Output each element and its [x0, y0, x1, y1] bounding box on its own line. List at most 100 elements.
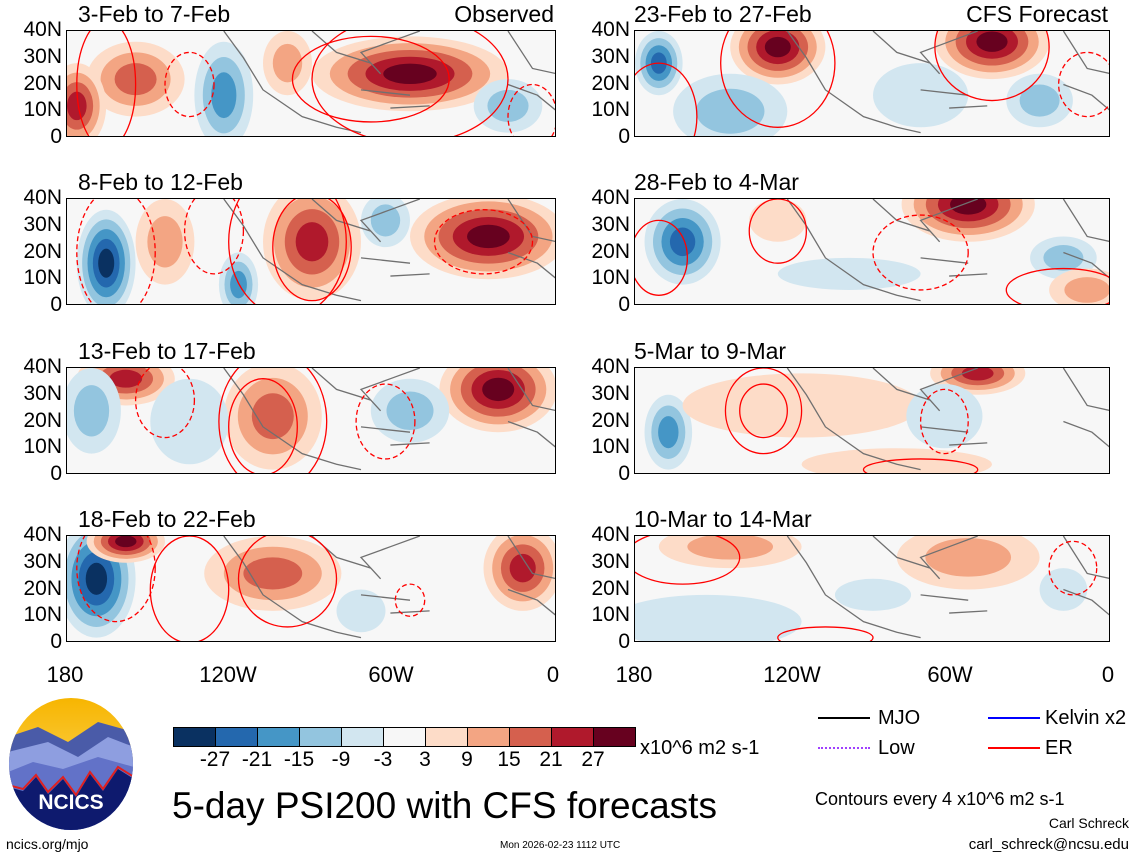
psi-anomaly: [801, 448, 992, 473]
y-tick: 0: [50, 293, 62, 316]
colorbar-swatch: [258, 728, 300, 746]
psi-anomaly: [73, 385, 110, 437]
legend-label: ER: [1045, 737, 1073, 759]
map-panel: [66, 367, 556, 474]
x-tick: 120W: [199, 662, 257, 687]
y-tick: 10N: [591, 435, 630, 459]
psi-anomaly: [467, 224, 510, 249]
psi-shading: [644, 199, 1109, 304]
panel-tag: CFS Forecast: [966, 1, 1108, 27]
er-contour-negative: [134, 368, 196, 439]
psi-anomaly: [251, 393, 294, 440]
y-tick: 20N: [23, 239, 62, 263]
psi-anomaly: [370, 204, 401, 237]
coastline: [786, 536, 1109, 639]
y-tick: 10N: [23, 603, 62, 627]
er-contour-negative: [183, 199, 245, 275]
colorbar-label: 27: [581, 748, 605, 771]
er-contour-negative: [394, 583, 426, 617]
er-contour-positive: [218, 368, 328, 473]
psi-shading: [635, 536, 1088, 641]
author-email[interactable]: carl_schreck@ncsu.edu: [968, 836, 1129, 853]
map-panel: [634, 367, 1110, 474]
er-contour-positive: [291, 35, 450, 123]
site-link[interactable]: ncics.org/mjo: [6, 836, 89, 852]
y-tick: 30N: [591, 549, 630, 573]
psi-anomaly: [749, 199, 807, 242]
x-tick: 60W: [368, 662, 414, 687]
psi-anomaly: [925, 538, 1012, 577]
legend-line-er: [988, 747, 1040, 749]
y-tick: 10N: [23, 435, 62, 459]
y-tick: 0: [618, 293, 630, 316]
colorbar-swatch: [468, 728, 510, 746]
colorbar-label: 9: [461, 748, 473, 771]
colorbar-swatch: [552, 728, 594, 746]
psi-anomaly: [115, 536, 137, 548]
y-tick: 10N: [591, 266, 630, 290]
y-tick: 40N: [591, 18, 630, 41]
er-contour-positive: [228, 199, 347, 304]
psi-anomaly: [509, 553, 536, 583]
y-tick: 20N: [23, 576, 62, 600]
psi-anomaly: [1039, 568, 1088, 611]
psi-anomaly: [336, 589, 386, 633]
y-tick: 30N: [23, 44, 62, 68]
colorbar-swatch: [594, 728, 635, 746]
er-contour-negative: [164, 51, 215, 118]
coastline: [786, 368, 1109, 471]
psi-anomaly: [383, 63, 437, 85]
er-contour-negative: [355, 383, 416, 460]
panel-title: 23-Feb to 27-Feb: [634, 1, 812, 27]
psi-anomaly: [147, 216, 183, 268]
psi-anomaly: [272, 43, 303, 83]
y-tick: 30N: [591, 44, 630, 68]
y-tick: 30N: [591, 212, 630, 236]
y-tick: 0: [50, 462, 62, 485]
psi-anomaly: [658, 416, 679, 449]
y-tick: 10N: [23, 266, 62, 290]
panel-title: 3-Feb to 7-Feb: [78, 1, 231, 27]
y-tick: 40N: [23, 523, 62, 546]
y-tick: 20N: [23, 408, 62, 432]
colorbar-label: -15: [283, 748, 315, 771]
y-tick: 10N: [23, 98, 62, 122]
colorbar-swatch: [300, 728, 342, 746]
y-tick: 40N: [591, 523, 630, 546]
er-contour-positive: [228, 378, 298, 473]
psi-anomaly: [150, 378, 229, 465]
x-tick: 0: [546, 662, 560, 687]
er-contour-positive: [635, 62, 698, 136]
x-tick: 180: [615, 662, 653, 687]
y-tick: 40N: [591, 355, 630, 378]
coastline: [223, 536, 555, 639]
er-contour-positive: [720, 31, 836, 128]
psi-anomaly: [211, 72, 237, 119]
panel-title: 8-Feb to 12-Feb: [78, 169, 243, 195]
map-panel: [66, 198, 556, 305]
colorbar-label: 3: [419, 748, 431, 771]
colorbar-label: -3: [373, 748, 393, 771]
x-tick: 0: [1101, 662, 1115, 687]
contour-note: Contours every 4 x10^6 m2 s-1: [815, 789, 1065, 809]
colorbar-label: 15: [497, 748, 521, 771]
ncics-logo: NCICS: [9, 698, 133, 830]
psi-anomaly: [295, 222, 329, 262]
y-tick: 10N: [591, 603, 630, 627]
panel-title: 5-Mar to 9-Mar: [634, 338, 787, 364]
colorbar-swatch: [384, 728, 426, 746]
map-panel: [66, 30, 556, 137]
author: Carl Schreck: [1048, 815, 1129, 831]
y-tick: 10N: [591, 98, 630, 122]
er-contour-negative: [433, 209, 534, 275]
er-contour-positive: [724, 368, 803, 455]
colorbar-swatch: [216, 728, 258, 746]
y-tick: 40N: [23, 186, 62, 209]
y-tick: 30N: [23, 212, 62, 236]
psi-anomaly: [834, 578, 912, 611]
er-contour-positive: [777, 626, 874, 641]
psi-anomaly: [906, 384, 983, 449]
colorbar-label: 21: [539, 748, 563, 771]
er-contour-negative: [872, 214, 969, 291]
legend-line-mjo: [818, 717, 870, 719]
